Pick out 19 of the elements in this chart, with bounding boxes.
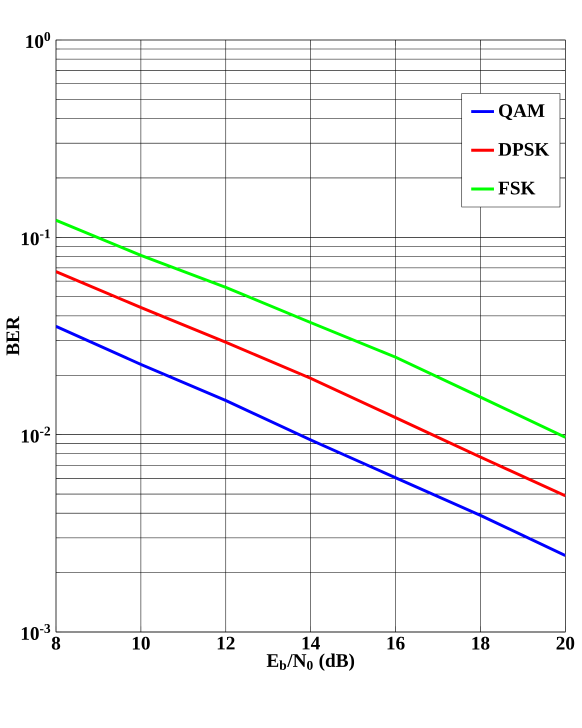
line-series	[56, 218, 566, 439]
legend-label: QAM	[499, 104, 544, 120]
y-axis-title: BER	[6, 316, 20, 356]
y-tick-label: 10$^{0}$	[26, 32, 50, 48]
legend-label: FSK	[498, 182, 536, 195]
x-tick-label: 12	[218, 636, 235, 650]
x-axis-title: E$_{b}$/N$_{0}$ (dB)	[266, 653, 354, 671]
legend-label: DPSK	[498, 142, 550, 156]
line-series	[56, 270, 566, 498]
x-tick-label: 14	[302, 636, 320, 650]
x-tick-label: 20	[556, 636, 574, 650]
y-tick-label: 10$^{-2}$	[22, 426, 50, 443]
y-tick-label: 10$^{-1}$	[22, 229, 50, 246]
line-series	[56, 324, 566, 558]
x-tick-label: 18	[472, 636, 490, 650]
x-tick-label: 16	[388, 636, 405, 650]
y-tick-label: 10$^{-3}$	[22, 624, 50, 640]
x-tick-label: 8	[52, 636, 60, 650]
x-tick-label: 10	[132, 636, 150, 650]
